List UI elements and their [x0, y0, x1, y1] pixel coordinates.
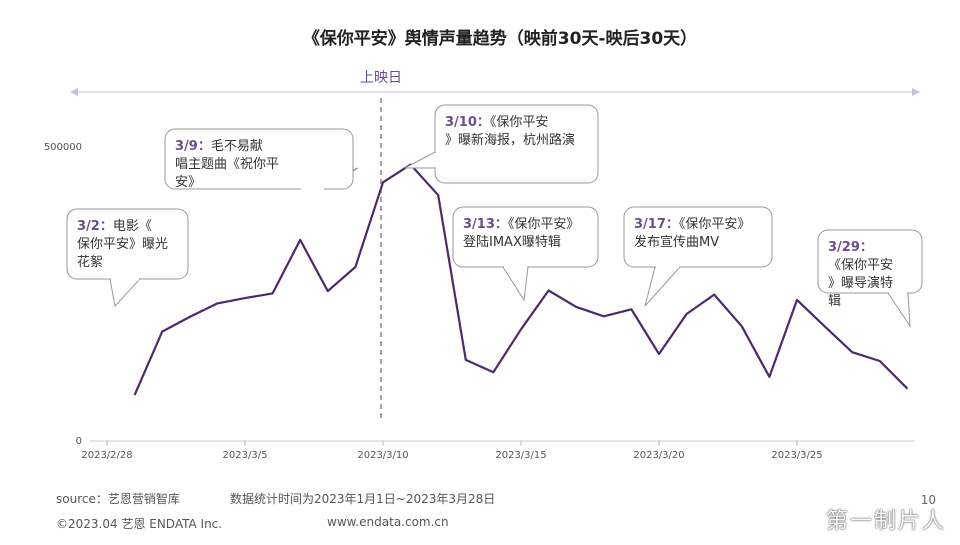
callout-pointer — [887, 292, 911, 328]
copyright-text: ©2023.04 艺恩 ENDATA Inc. — [56, 517, 223, 531]
y-tick-label: 0 — [76, 436, 82, 447]
callout-pointer — [109, 278, 142, 308]
callout-date: 3/2： — [77, 219, 113, 234]
callout-joint — [889, 291, 907, 295]
callout-text-line: 花絮 — [77, 254, 103, 270]
callout-event: 《保你平安》 — [507, 217, 579, 232]
annotation-callout: 3/13：《保你平安》登陆IMAX曝特辑 — [452, 206, 599, 302]
callout-event: 《保你平安 — [489, 115, 548, 130]
callout-event: 《保你平安》 — [678, 217, 750, 232]
stat-period-text: 数据统计时间为2023年1月1日~2023年3月28日 — [230, 492, 496, 506]
callout-pointer — [502, 266, 529, 302]
source-text: source：艺恩营销智库 — [56, 492, 180, 506]
x-axis-ticks: 2023/2/28 2023/3/5 2023/3/10 2023/3/15 2023/… — [81, 441, 823, 461]
callout-event: 登陆IMAX曝特辑 — [463, 234, 561, 250]
x-tick-label: 2023/3/25 — [771, 450, 822, 461]
callout-joint — [433, 153, 437, 167]
callout-pointer — [404, 151, 436, 169]
callout-event: 花絮 — [77, 254, 103, 270]
x-tick-label: 2023/3/15 — [495, 450, 546, 461]
callout-event: 》曝导演特 — [828, 275, 893, 291]
callout-text-line: 》曝导演特 — [828, 275, 893, 291]
callout-event: 电影《 — [113, 219, 152, 234]
y-axis-ticks: 0 500000 — [44, 142, 82, 447]
x-tick-label: 2023/3/20 — [633, 450, 684, 461]
callout-box — [164, 128, 354, 190]
watermark-text: 第一制片人 — [825, 509, 946, 534]
x-tick-label: 2023/2/28 — [81, 450, 132, 461]
callout-date: 3/10： — [445, 115, 490, 130]
callout-event: 发布宣传曲MV — [634, 234, 719, 250]
callout-joint — [301, 187, 324, 191]
y-tick-label: 500000 — [44, 142, 82, 153]
callout-box — [817, 229, 923, 294]
callout-event: 唱主题曲《祝你平 — [175, 157, 279, 172]
callout-box — [623, 206, 773, 268]
timeline-arrow — [70, 88, 920, 96]
callout-pointer — [644, 266, 682, 307]
callout-text-line: 安》 — [175, 175, 201, 190]
annotation-callout: 3/17：《保你平安》发布宣传曲MV — [623, 206, 773, 307]
callout-text-line: 3/2：电影《 — [77, 219, 152, 234]
callout-event: 毛不易献 — [211, 139, 263, 154]
x-tick-label: 2023/3/10 — [357, 450, 408, 461]
annotation-callouts: 3/2：电影《保你平安》曝光花絮3/9：毛不易献唱主题曲《祝你平安》3/10：《… — [66, 104, 923, 328]
callout-joint — [504, 265, 527, 269]
callout-text-line: 保你平安》曝光 — [77, 237, 168, 252]
callout-box — [434, 104, 599, 184]
callout-text-line: 》曝新海报，杭州路演 — [445, 132, 575, 148]
callout-date: 3/29： — [828, 240, 873, 255]
callout-text-line: 3/29： — [828, 240, 873, 255]
callout-event: 辑 — [828, 294, 841, 309]
callout-text-line: 辑 — [828, 294, 841, 309]
release-day-label: 上映日 — [360, 70, 402, 86]
callout-text-line: 3/10：《保你平安 — [445, 115, 548, 130]
callout-text-line: 3/13：《保你平安》 — [463, 217, 579, 232]
callout-text-line: 唱主题曲《祝你平 — [175, 157, 279, 172]
annotation-callout: 3/10：《保你平安》曝新海报，杭州路演 — [404, 104, 599, 184]
chart-title: 《保你平安》舆情声量趋势（映前30天-映后30天） — [303, 28, 697, 49]
callout-text-line: 3/17：《保你平安》 — [634, 217, 750, 232]
callout-event: 》曝新海报，杭州路演 — [445, 132, 575, 148]
callout-text-line: 发布宣传曲MV — [634, 234, 719, 250]
callout-text-line: 登陆IMAX曝特辑 — [463, 234, 561, 250]
series-line — [133, 163, 909, 396]
callout-text-line: 《保你平安 — [828, 258, 893, 273]
callout-event: 安》 — [175, 175, 201, 190]
callout-event: 保你平安》曝光 — [77, 237, 168, 252]
callout-text-line: 3/9：毛不易献 — [175, 139, 263, 154]
callout-date: 3/9： — [175, 139, 211, 154]
callout-joint — [656, 265, 679, 269]
page-number: 10 — [920, 493, 936, 507]
callout-date: 3/13： — [463, 217, 508, 232]
x-tick-label: 2023/3/5 — [223, 450, 268, 461]
callout-date: 3/17： — [634, 217, 679, 232]
website-link[interactable]: www.endata.com.cn — [327, 515, 449, 529]
callout-event: 《保你平安 — [828, 258, 893, 273]
callout-joint — [111, 277, 139, 281]
